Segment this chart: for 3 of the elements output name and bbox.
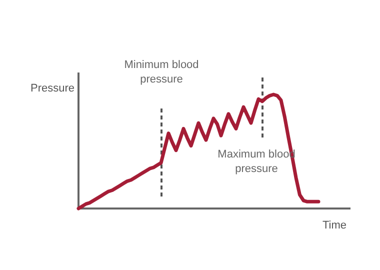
x-axis-title: Time <box>322 220 347 232</box>
text: Minimum blood pressure <box>124 59 199 86</box>
y-axis-title: Pressure <box>30 82 75 94</box>
